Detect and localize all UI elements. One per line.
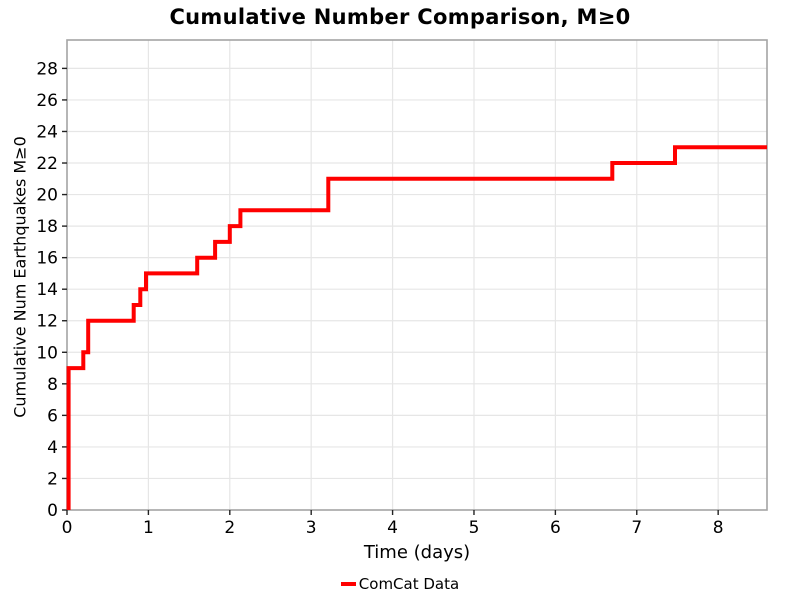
x-tick-label: 0: [62, 518, 73, 538]
legend-label: ComCat Data: [358, 575, 460, 593]
y-tick-label: 20: [36, 186, 58, 206]
x-tick-label: 7: [631, 518, 642, 538]
x-tick-label: 2: [224, 518, 235, 538]
x-tick-label: 8: [713, 518, 724, 538]
legend-line-swatch: [340, 581, 356, 587]
y-tick-label: 2: [47, 469, 58, 489]
y-tick-label: 26: [36, 91, 58, 111]
y-tick-label: 4: [47, 438, 58, 458]
y-tick-label: 0: [47, 501, 58, 521]
x-tick-label: 5: [469, 518, 480, 538]
legend: ComCat Data: [0, 575, 800, 593]
x-tick-label: 3: [306, 518, 317, 538]
data-series-line: [66, 145, 767, 510]
x-axis-label: Time (days): [363, 542, 471, 563]
plot-border: [66, 39, 768, 511]
x-tick-label: 4: [387, 518, 398, 538]
y-tick-label: 12: [36, 312, 58, 332]
y-tick-label: 16: [36, 249, 58, 269]
x-tick-label: 6: [550, 518, 561, 538]
y-tick-label: 6: [47, 406, 58, 426]
y-tick-label: 10: [36, 343, 58, 363]
x-tick-label: 1: [143, 518, 154, 538]
y-tick-label: 18: [36, 217, 58, 237]
y-tick-label: 28: [36, 59, 58, 79]
y-tick-label: 14: [36, 280, 58, 300]
y-tick-label: 22: [36, 154, 58, 174]
y-tick-label: 8: [47, 375, 58, 395]
y-tick-label: 24: [36, 122, 58, 142]
chart-title: Cumulative Number Comparison, M≥0: [169, 5, 631, 29]
y-axis-label: Cumulative Num Earthquakes M≥0: [10, 136, 30, 418]
